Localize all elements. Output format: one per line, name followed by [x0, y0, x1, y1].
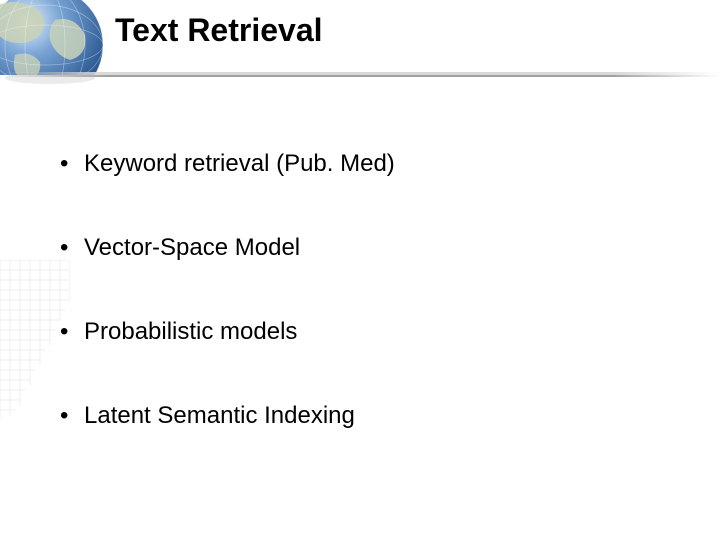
bullet-item: Latent Semantic Indexing	[60, 402, 680, 430]
bullet-item: Probabilistic models	[60, 318, 680, 346]
bullet-item: Keyword retrieval (Pub. Med)	[60, 150, 680, 178]
bullet-item: Vector-Space Model	[60, 234, 680, 262]
bullet-list: Keyword retrieval (Pub. Med) Vector-Spac…	[60, 150, 680, 486]
title-divider	[0, 72, 720, 78]
globe-icon	[0, 0, 110, 110]
slide: Text Retrieval	[0, 0, 720, 540]
slide-title: Text Retrieval	[115, 12, 323, 49]
